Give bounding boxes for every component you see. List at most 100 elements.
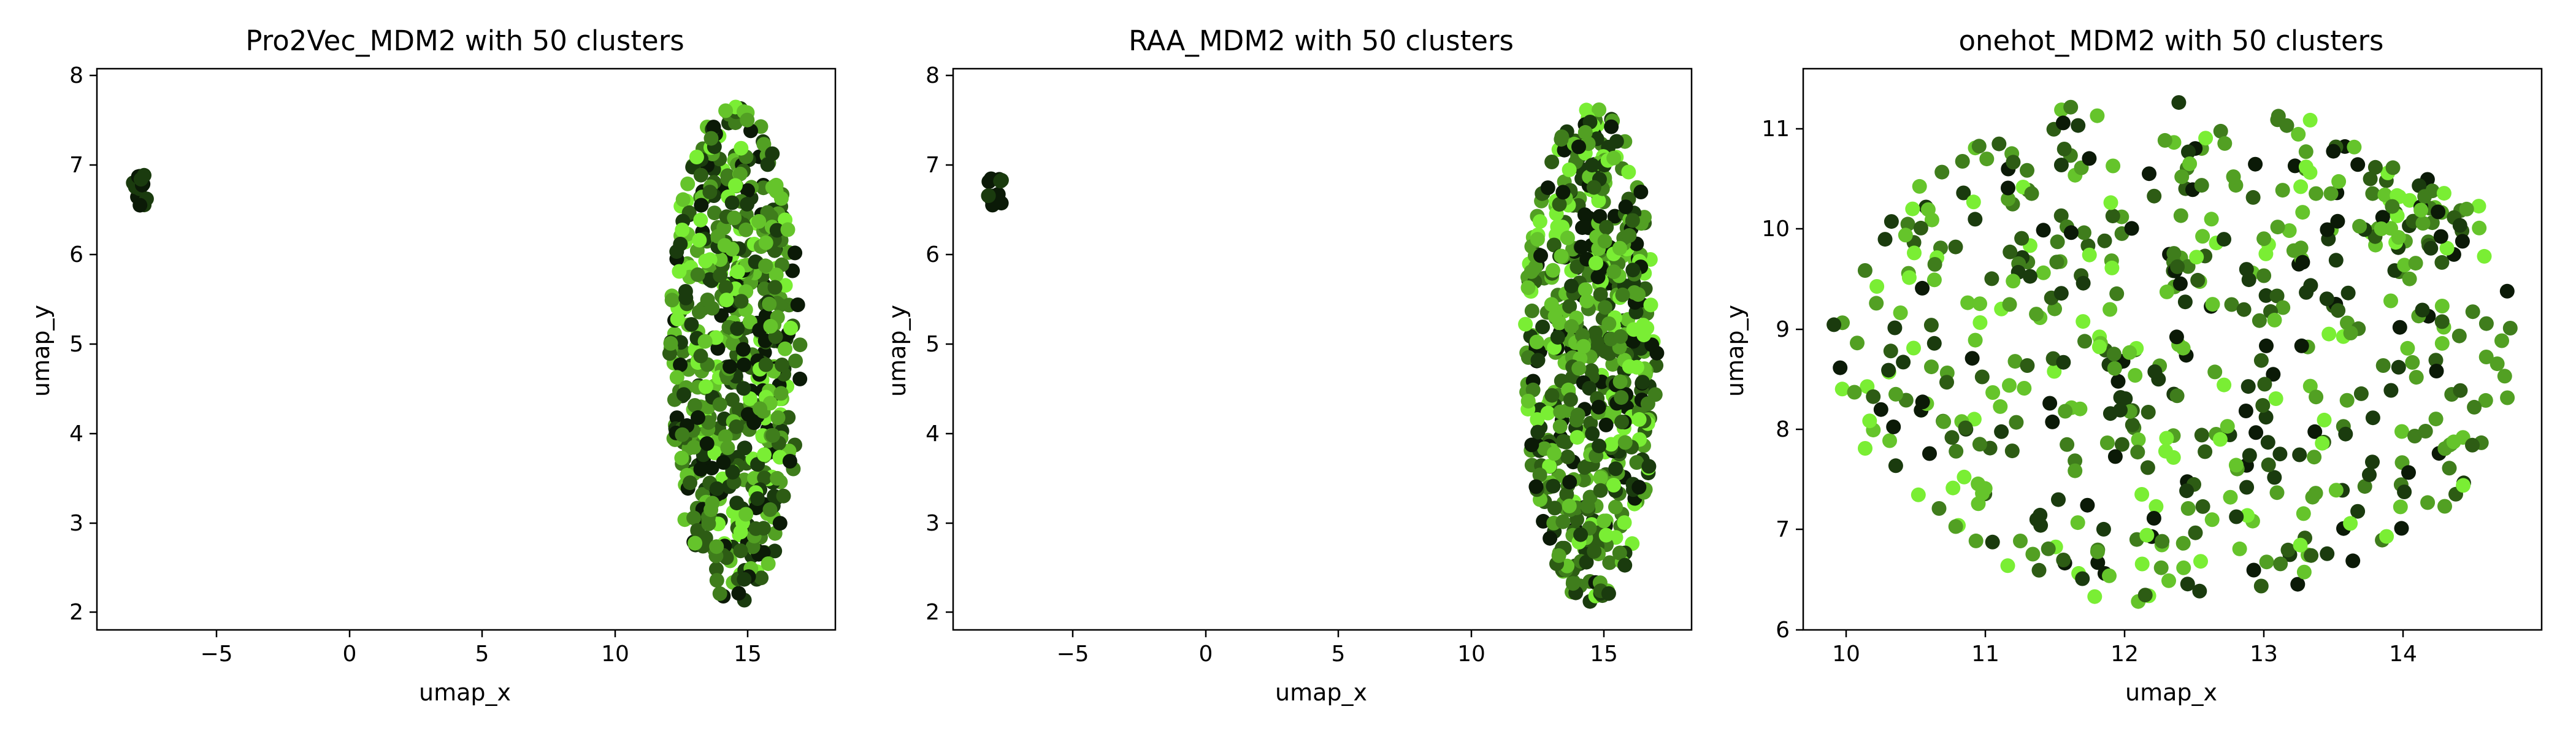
scatter-point <box>2031 562 2047 578</box>
scatter-point <box>1886 420 1901 434</box>
scatter-point <box>2273 556 2288 572</box>
scatter-point <box>717 238 732 253</box>
scatter-point <box>1608 499 1623 515</box>
scatter-point <box>2291 126 2306 142</box>
scatter-point <box>2029 307 2044 322</box>
scatter-point <box>2140 460 2155 475</box>
scatter-point <box>675 427 690 442</box>
scatter-point <box>689 150 704 164</box>
scatter-point <box>770 410 786 425</box>
scatter-point <box>1972 315 1988 330</box>
scatter-point <box>684 317 699 332</box>
scatter-point <box>1971 139 1987 154</box>
scatter-point <box>703 131 719 146</box>
scatter-point <box>2076 275 2091 291</box>
scatter-point <box>2320 546 2335 561</box>
scatter-point <box>2467 399 2482 415</box>
scatter-point <box>693 212 708 228</box>
x-tick-label: 5 <box>1332 642 1346 667</box>
scatter-point <box>1614 415 1630 429</box>
scatter-point <box>2413 202 2429 218</box>
scatter-point <box>2330 213 2345 229</box>
scatter-point <box>1955 154 1970 169</box>
scatter-point <box>2397 258 2412 273</box>
scatter-point <box>2379 529 2394 544</box>
scatter-point <box>2139 527 2155 543</box>
scatter-point <box>2320 222 2335 237</box>
scatter-point <box>1560 449 1575 464</box>
scatter-point <box>2009 415 2024 430</box>
scatter-point <box>1520 394 1536 408</box>
scatter-point <box>756 137 772 152</box>
scatter-point <box>2087 589 2103 604</box>
scatter-point <box>2170 259 2185 274</box>
scatter-point <box>713 252 728 267</box>
scatter-point <box>1540 405 1555 421</box>
scatter-point <box>1528 259 1543 274</box>
scatter-point <box>2331 303 2346 318</box>
scatter-point <box>765 427 780 443</box>
scatter-point <box>2217 377 2232 393</box>
scatter-point <box>1617 515 1632 531</box>
scatter-point <box>2502 321 2518 335</box>
scatter-point <box>1591 399 1606 415</box>
scatter-point <box>1563 392 1578 407</box>
scatter-point <box>2428 353 2444 368</box>
x-tick-label: 11 <box>1971 642 1999 667</box>
scatter-point <box>1590 269 1606 285</box>
scatter-point <box>1592 209 1608 224</box>
scatter-point <box>731 586 746 601</box>
scatter-point <box>1571 361 1587 376</box>
scatter-point <box>2401 465 2416 480</box>
scatter-point <box>719 293 734 308</box>
scatter-point <box>1884 214 1899 229</box>
scatter-point <box>1544 388 1560 403</box>
scatter-point <box>1560 230 1575 245</box>
scatter-point <box>2257 377 2272 392</box>
panel-raa: RAA_MDM2 with 50 clusters −5 0 5 10 15 2… <box>884 25 1693 706</box>
scatter-point <box>2434 299 2450 313</box>
scatter-point <box>2497 369 2512 384</box>
scatter-point <box>2238 404 2253 418</box>
scatter-point <box>1579 293 1595 309</box>
scatter-point <box>2321 326 2337 342</box>
scatter-point <box>2189 250 2204 265</box>
scatter-point <box>693 462 708 477</box>
x-tick-label: 10 <box>1457 642 1485 667</box>
scatter-point <box>2181 144 2196 159</box>
scatter-point <box>700 293 715 307</box>
scatter-point <box>2307 424 2323 439</box>
scatter-point <box>2280 542 2296 558</box>
scatter-point <box>1926 272 1942 288</box>
scatter-point <box>1985 534 2000 550</box>
scatter-point <box>1576 339 1591 354</box>
scatter-point <box>2374 221 2389 236</box>
scatter-point <box>2456 478 2471 493</box>
scatter-point <box>2269 485 2285 500</box>
scatter-point <box>2236 302 2252 317</box>
y-tick-label: 6 <box>926 242 940 267</box>
scatter-point <box>1931 501 1947 516</box>
scatter-point <box>792 337 808 353</box>
scatter-point <box>1573 527 1589 542</box>
scatter-point <box>2128 368 2143 383</box>
scatter-point <box>2063 99 2079 115</box>
scatter-point <box>693 348 708 364</box>
scatter-point <box>687 398 702 413</box>
scatter-point <box>1614 390 1629 405</box>
scatter-point <box>2063 225 2079 240</box>
scatter-point <box>1869 296 1884 311</box>
scatter-point <box>2125 417 2140 432</box>
scatter-point <box>2256 231 2272 247</box>
scatter-point <box>683 475 697 491</box>
scatter-point <box>1598 527 1614 543</box>
scatter-point <box>2173 208 2188 223</box>
scatter-point <box>2047 364 2062 379</box>
scatter-point <box>2436 186 2451 201</box>
scatter-point <box>1562 162 1577 177</box>
scatter-point <box>734 140 749 156</box>
scatter-point <box>2397 485 2412 499</box>
scatter-point <box>2004 443 2020 459</box>
scatter-point <box>720 440 735 455</box>
scatter-point <box>1547 500 1562 516</box>
